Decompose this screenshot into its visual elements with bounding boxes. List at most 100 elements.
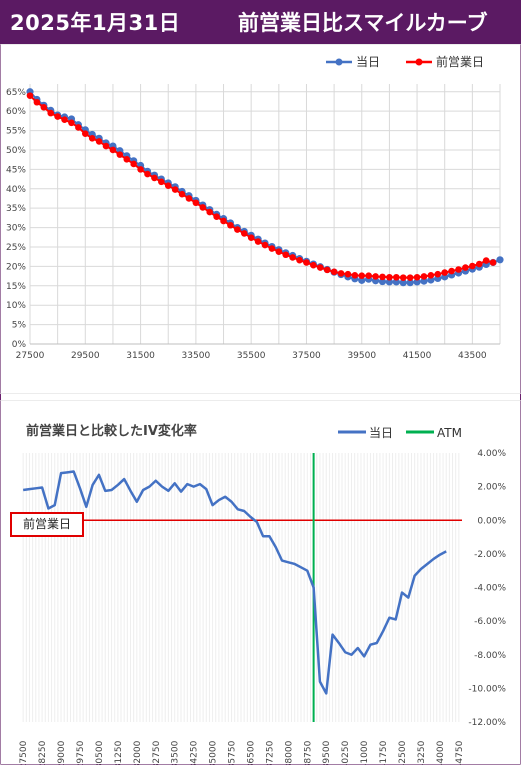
data-point — [240, 230, 248, 237]
data-point — [213, 213, 220, 221]
series-prev — [26, 92, 497, 281]
data-point — [61, 116, 68, 124]
data-point — [337, 270, 345, 277]
y-tick-label: 35% — [6, 204, 26, 214]
chart2-title: 前営業日と比較したIV変化率 — [26, 423, 197, 439]
data-point — [171, 186, 179, 193]
data-point — [441, 269, 449, 276]
data-point — [455, 266, 462, 273]
data-point — [406, 274, 414, 281]
x-tick-label: 38000 — [284, 740, 294, 765]
data-point — [351, 272, 359, 279]
x-tick-label: 36500 — [246, 740, 256, 765]
data-point — [420, 273, 428, 280]
data-point — [68, 119, 75, 127]
data-point — [47, 109, 55, 117]
data-point — [158, 178, 165, 186]
y-tick-label: 2.00% — [477, 483, 506, 493]
x-tick-label: 34250 — [190, 740, 200, 765]
x-tick-label: 35000 — [209, 740, 219, 765]
data-point — [26, 92, 34, 99]
data-point — [275, 248, 283, 255]
data-point — [372, 273, 379, 280]
y-tick-label: -2.00% — [474, 550, 506, 560]
data-point — [399, 279, 407, 287]
y-tick-label: 5% — [12, 321, 27, 331]
x-tick-label: 28250 — [38, 740, 48, 765]
data-point — [192, 199, 200, 207]
series-today — [26, 88, 504, 287]
y-tick-label: 15% — [6, 282, 26, 292]
data-point — [386, 273, 393, 281]
legend-label-today: 当日 — [369, 426, 393, 440]
data-point — [413, 278, 421, 286]
data-point — [75, 124, 82, 131]
y-tick-label: 25% — [6, 243, 26, 253]
data-point — [95, 138, 103, 145]
data-point — [427, 272, 435, 279]
data-point — [81, 130, 89, 137]
x-tick-label: 42500 — [398, 740, 408, 765]
y-tick-label: 65% — [6, 88, 26, 98]
x-tick-label: 29750 — [76, 740, 86, 765]
y-tick-label: -4.00% — [474, 584, 506, 594]
x-tick-label: 43500 — [458, 351, 487, 361]
data-point — [393, 273, 400, 281]
data-point — [88, 135, 96, 142]
x-tick-label: 35500 — [237, 351, 266, 361]
data-point — [234, 226, 241, 233]
y-tick-label: -12.00% — [468, 718, 506, 728]
data-point — [144, 170, 151, 178]
data-point — [33, 98, 41, 106]
data-point — [413, 273, 421, 281]
data-point — [102, 142, 110, 150]
data-point — [254, 238, 262, 245]
data-point — [399, 274, 407, 281]
data-point — [358, 272, 366, 280]
data-point — [358, 276, 366, 284]
y-tick-label: -10.00% — [468, 684, 506, 694]
legend-label: 前営業日 — [436, 54, 484, 69]
data-point — [496, 256, 504, 264]
x-tick-label: 40250 — [341, 740, 351, 765]
header-bar: 2025年1月31日 前営業日比スマイルカーブ — [0, 0, 521, 44]
y-tick-label: 55% — [6, 127, 26, 137]
data-point — [462, 264, 469, 271]
x-tick-label: 38750 — [303, 740, 313, 765]
data-point — [392, 278, 400, 286]
data-point — [489, 259, 497, 266]
header-date: 2025年1月31日 — [10, 11, 181, 35]
y-tick-label: -8.00% — [474, 651, 506, 661]
data-point — [482, 257, 490, 264]
data-point — [365, 272, 372, 280]
data-point — [109, 146, 117, 154]
data-point — [178, 190, 186, 198]
y-tick-label: 4.00% — [477, 449, 506, 459]
data-point — [316, 264, 324, 271]
x-tick-label: 29000 — [57, 740, 67, 765]
data-point — [54, 113, 61, 120]
data-point — [151, 174, 158, 182]
data-point — [469, 262, 476, 270]
x-tick-label: 44000 — [436, 740, 446, 765]
x-tick-label: 31500 — [126, 351, 155, 361]
x-tick-label: 35750 — [228, 740, 238, 765]
y-tick-label: 50% — [6, 146, 26, 156]
x-tick-label: 29500 — [71, 351, 100, 361]
smile-curve-chart: 0% 5% 10% 15% 20% 25% 30% 35% 40% 45% 50% 55% 60% 65%… — [0, 44, 521, 394]
data-point — [130, 160, 137, 168]
x-tick-label: 41000 — [360, 740, 370, 765]
data-point — [448, 267, 455, 275]
x-tick-label: 44750 — [455, 740, 465, 765]
y-tick-label: -6.00% — [474, 617, 506, 627]
x-tick-label: 33500 — [182, 351, 211, 361]
data-point — [378, 277, 387, 286]
data-point — [116, 151, 124, 158]
data-point — [296, 256, 303, 264]
data-point — [220, 217, 227, 225]
y-tick-label: 0.00% — [477, 516, 506, 526]
x-tick-label: 39500 — [322, 740, 332, 765]
x-tick-label: 41750 — [379, 740, 389, 765]
data-point — [330, 268, 338, 276]
data-point — [303, 259, 310, 266]
